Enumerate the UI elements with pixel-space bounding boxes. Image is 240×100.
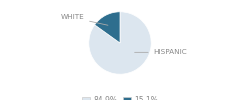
Text: HISPANIC: HISPANIC bbox=[135, 49, 187, 55]
Wedge shape bbox=[89, 12, 151, 74]
Wedge shape bbox=[95, 12, 120, 43]
Text: WHITE: WHITE bbox=[60, 14, 108, 25]
Legend: 84.9%, 15.1%: 84.9%, 15.1% bbox=[79, 93, 161, 100]
